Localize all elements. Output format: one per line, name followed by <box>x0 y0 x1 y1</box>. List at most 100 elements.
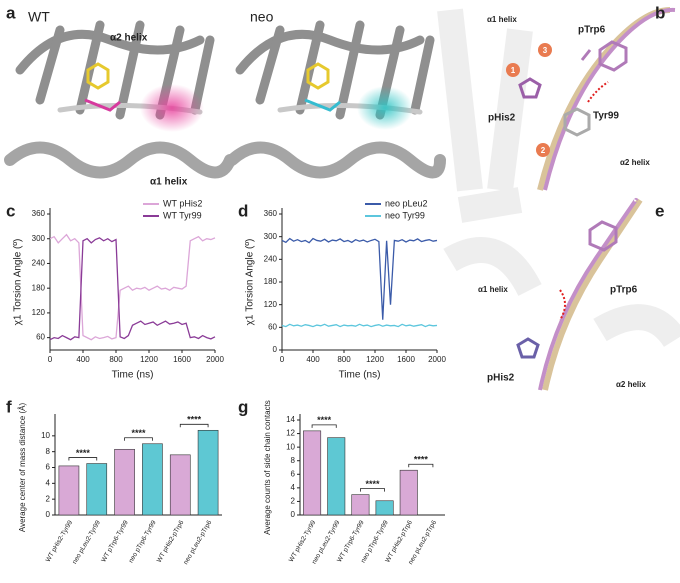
x-tick-label: WT pHis2-pTrp6 <box>156 519 186 564</box>
x-tick-label: 1200 <box>366 355 384 364</box>
panel-label: f <box>6 397 12 416</box>
bar <box>351 494 370 516</box>
y-tick-label: 14 <box>286 415 295 424</box>
data-line <box>281 323 438 328</box>
data-line <box>49 237 216 341</box>
step-label: 3 <box>543 46 548 55</box>
y-tick-label: 60 <box>268 322 277 331</box>
significance-label: **** <box>414 455 429 465</box>
x-tick-label: 2000 <box>206 355 224 364</box>
x-tick-label: 1600 <box>173 355 191 364</box>
structure-e <box>443 187 680 391</box>
panel-title: neo <box>250 9 274 25</box>
legend-label: neo pLeu2 <box>385 198 428 208</box>
y-tick-label: 300 <box>32 234 46 243</box>
x-tick-label: 400 <box>306 355 320 364</box>
helix-label: α2 helix <box>616 380 646 389</box>
significance-label: **** <box>76 448 91 458</box>
x-tick-label: neo pLeu2-pTrp6 <box>182 519 213 566</box>
residue-label: pTrp6 <box>610 285 638 296</box>
residue <box>306 62 330 90</box>
significance-label: **** <box>317 415 332 425</box>
y-tick-label: 120 <box>264 300 278 309</box>
x-tick-label: neo pTrp6-Tyr99 <box>128 519 158 564</box>
step-marker <box>536 143 550 157</box>
significance-bracket <box>408 463 434 468</box>
y-tick-label: 8 <box>291 456 296 465</box>
panel-title: WT <box>28 9 50 25</box>
y-tick-label: 240 <box>32 259 46 268</box>
helix-label: α1 helix <box>487 15 517 24</box>
x-tick-label: WT pTrp6-Tyr99 <box>100 519 130 563</box>
y-tick-label: 240 <box>264 254 278 263</box>
residue <box>86 62 110 90</box>
panel-label: c <box>6 201 15 220</box>
y-tick-label: 360 <box>32 209 46 218</box>
significance-bracket <box>360 488 385 492</box>
x-tick-label: 1200 <box>140 355 158 364</box>
y-tick-label: 360 <box>264 209 278 218</box>
residue-label: pTrp6 <box>578 25 606 36</box>
y-tick-label: 4 <box>46 478 51 487</box>
panel-label: d <box>238 201 248 220</box>
helix-label: α1 helix <box>478 285 508 294</box>
x-axis-label: Time (ns) <box>339 370 381 381</box>
panel-label: a <box>6 3 16 22</box>
significance-bracket <box>311 424 337 428</box>
x-tick-label: 800 <box>337 355 351 364</box>
y-tick-label: 12 <box>286 429 295 438</box>
y-tick-label: 10 <box>41 431 50 440</box>
bar <box>169 454 191 516</box>
bar <box>86 463 108 516</box>
legend-label: neo Tyr99 <box>385 210 425 220</box>
bar <box>399 469 418 516</box>
panel-label: g <box>238 397 248 416</box>
x-tick-label: WT pHis2-Tyr99 <box>45 519 75 563</box>
bar <box>375 500 394 516</box>
residue <box>304 98 341 112</box>
helix-label: α2 helix <box>110 33 148 44</box>
y-tick-label: 8 <box>46 447 51 456</box>
x-tick-label: 2000 <box>428 355 446 364</box>
y-tick-label: 300 <box>264 232 278 241</box>
significance-bracket <box>179 423 209 428</box>
bar <box>114 448 135 516</box>
helix-label: α2 helix <box>620 158 650 167</box>
panel-label: b <box>655 3 665 22</box>
bar <box>197 429 219 516</box>
y-axis-label: Average counts of side chain contacts <box>263 400 272 535</box>
y-tick-label: 4 <box>291 483 296 492</box>
y-tick-label: 2 <box>46 494 51 503</box>
significance-bracket <box>124 437 153 441</box>
x-tick-label: neo pLeu2-Tyr99 <box>71 519 102 565</box>
y-tick-label: 6 <box>291 469 296 478</box>
step-marker <box>538 43 552 57</box>
bar <box>142 443 163 516</box>
y-tick-label: 10 <box>286 442 295 451</box>
y-tick-label: 6 <box>46 463 51 472</box>
data-line <box>49 233 216 341</box>
y-tick-label: 60 <box>36 333 45 342</box>
x-tick-label: 1600 <box>397 355 415 364</box>
step-marker <box>506 63 520 77</box>
bar <box>58 465 80 516</box>
significance-label: **** <box>131 428 146 438</box>
y-tick-label: 0 <box>291 510 296 519</box>
y-tick-label: 180 <box>264 277 278 286</box>
residue <box>84 98 121 112</box>
pocket-surface <box>140 84 204 132</box>
significance-bracket <box>68 457 98 461</box>
step-label: 1 <box>511 66 516 75</box>
y-tick-label: 2 <box>291 497 296 506</box>
step-label: 2 <box>541 146 546 155</box>
data-line <box>281 237 438 320</box>
pocket-surface <box>357 86 413 130</box>
panel-label: e <box>655 201 664 220</box>
y-tick-label: 0 <box>46 510 51 519</box>
residue-label: pHis2 <box>488 113 516 124</box>
y-tick-label: 120 <box>32 308 46 317</box>
y-axis-label: χ1 Torsion Angle (º) <box>245 239 256 326</box>
helix-label: α1 helix <box>150 177 188 188</box>
